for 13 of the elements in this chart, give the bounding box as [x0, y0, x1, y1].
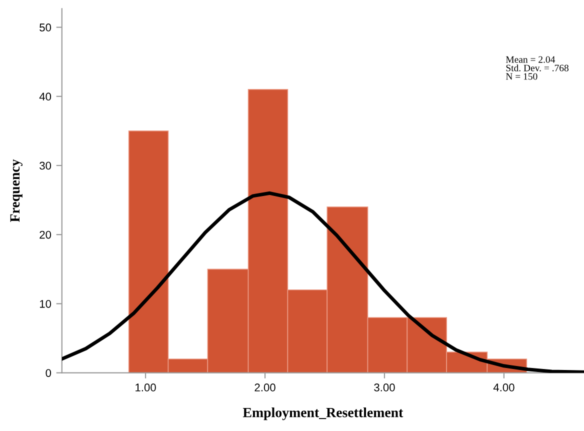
x-axis-title: Employment_Resettlement — [242, 407, 404, 420]
y-tick-label: 10 — [40, 300, 52, 308]
x-tick-label: 3.00 — [374, 384, 395, 392]
y-tick-label: 40 — [39, 92, 52, 101]
y-tick-label: 20 — [40, 230, 52, 239]
y-axis-title: Frequency — [10, 159, 22, 222]
annotation: Mean = 2.04 Std. Dev. = .768 N = 150 — [506, 56, 568, 80]
y-tick-label: 0 — [46, 369, 52, 377]
y-tick-label: 50 — [40, 24, 52, 32]
y-tick-label: 30 — [40, 162, 52, 170]
x-tick-label: 2.00 — [254, 384, 276, 392]
x-tick-label: 4.00 — [493, 384, 514, 392]
x-tick-label: 1.00 — [136, 384, 156, 392]
